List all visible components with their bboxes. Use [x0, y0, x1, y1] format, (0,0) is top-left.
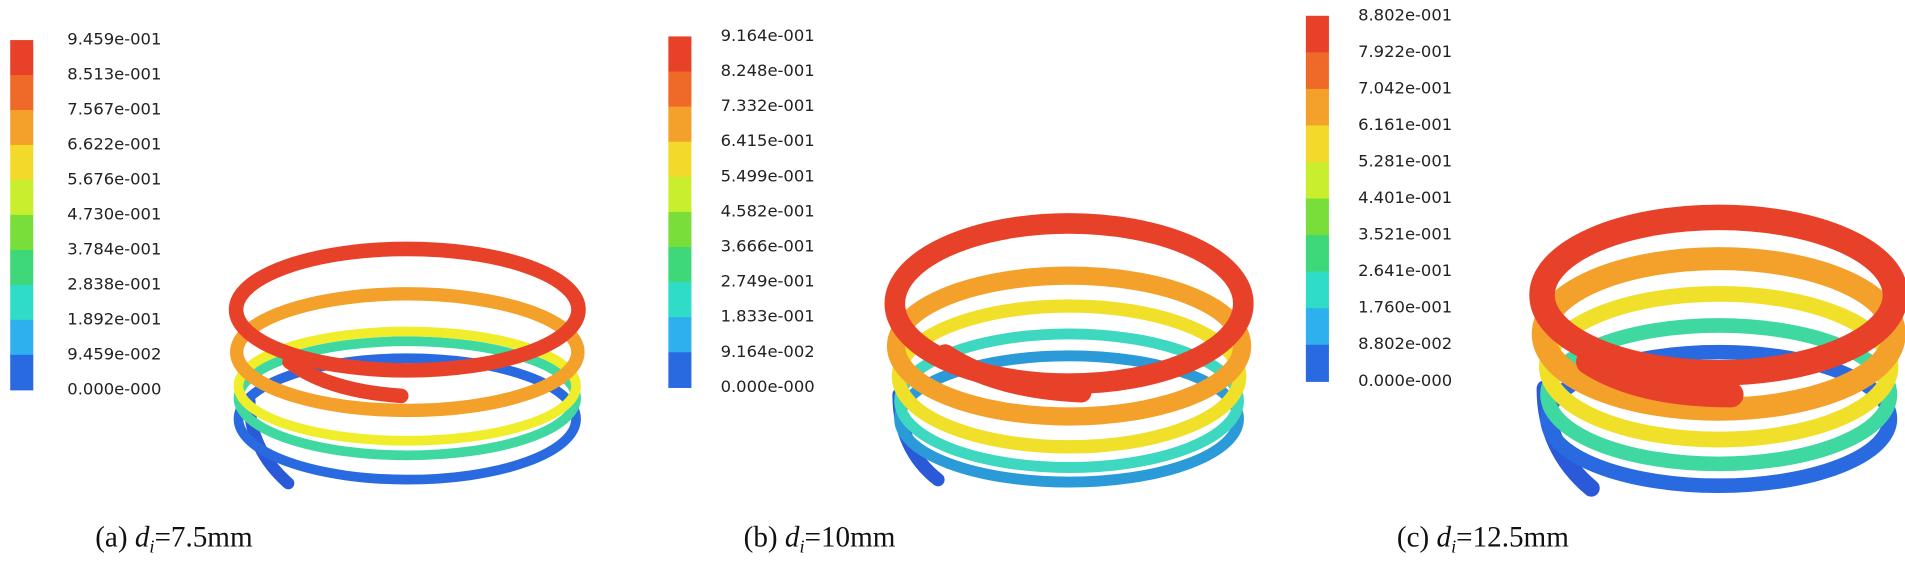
legend-label: 9.164e-002 — [721, 342, 815, 361]
caption-prefix: (c) — [1397, 521, 1429, 553]
coil-ring — [1529, 204, 1905, 386]
legend-label: 1.892e-001 — [67, 309, 161, 328]
legend-label: 5.676e-001 — [67, 169, 161, 188]
colorbar-segment — [1305, 198, 1329, 236]
colorbar-segment — [1305, 15, 1329, 53]
coil-ring — [891, 299, 1247, 454]
colorbar-segment — [668, 71, 692, 108]
panel: 8.802e-001 7.922e-001 7.042e-001 6.161e-001… — [1305, 5, 1905, 557]
legend-label: 7.332e-001 — [721, 96, 815, 115]
colorbar-segment — [1305, 125, 1329, 163]
panel: 9.164e-001 8.248e-001 7.332e-001 6.415e-001… — [668, 26, 1254, 557]
colorbar-segment — [668, 317, 692, 353]
colorbar-segment — [1305, 271, 1329, 309]
colorbar-segment — [668, 352, 692, 388]
legend-label: 3.521e-001 — [1358, 225, 1452, 244]
legend-label: 1.833e-001 — [721, 307, 815, 326]
legend-label: 0.000e-000 — [1358, 371, 1452, 390]
colorbar-segment — [1305, 235, 1329, 273]
colorbar-segment — [10, 284, 34, 321]
coil-end — [1576, 349, 1744, 408]
coil-ring — [1540, 344, 1898, 493]
colorbar-segment — [668, 211, 692, 248]
caption-prefix: (b) — [744, 521, 778, 553]
caption-value: =12.5mm — [1456, 521, 1569, 553]
colorbar-segment — [10, 319, 34, 356]
colorbar-segment — [10, 179, 34, 216]
legend-label: 7.567e-001 — [67, 100, 161, 119]
coil-ring — [894, 328, 1244, 473]
colorbar-segment — [668, 282, 692, 318]
legend-label: 1.760e-001 — [1358, 298, 1452, 317]
colorbar-segment — [668, 141, 692, 178]
colorbar-segment — [10, 40, 34, 76]
colorbar-segment — [668, 246, 692, 283]
legend-label: 4.582e-001 — [721, 201, 815, 220]
caption-value: =10mm — [805, 521, 896, 553]
caption-subscript: i — [149, 537, 154, 557]
colorbar-segment — [10, 75, 34, 111]
caption-variable: d — [1437, 521, 1452, 553]
legend-label: 9.459e-001 — [67, 30, 161, 49]
legend-label: 2.641e-001 — [1358, 261, 1452, 280]
colorbar-segment — [1305, 344, 1329, 382]
colorbar-segment — [10, 144, 34, 181]
caption-variable: d — [135, 521, 150, 553]
caption: (c) di=12.5mm — [1397, 521, 1569, 556]
caption: (b) di=10mm — [744, 521, 896, 556]
legend-label: 5.499e-001 — [721, 166, 815, 185]
legend-label: 2.749e-001 — [721, 272, 815, 291]
legend-label: 5.281e-001 — [1358, 151, 1452, 170]
coil-ring — [233, 326, 581, 446]
colorbar-segment — [10, 214, 34, 251]
coil-ring — [229, 287, 585, 418]
caption-variable: d — [785, 521, 800, 553]
legend-label: 8.802e-002 — [1358, 334, 1452, 353]
legend-label: 9.459e-002 — [67, 344, 161, 363]
legend-label: 6.622e-001 — [67, 134, 161, 153]
colorbar-segment — [10, 249, 34, 286]
coil-end — [282, 354, 409, 404]
caption: (a) di=7.5mm — [95, 521, 253, 556]
legend-label: 0.000e-000 — [67, 379, 161, 398]
coil-ring — [886, 266, 1252, 426]
colorbar-segment — [1305, 88, 1329, 127]
colorbar-segment — [1305, 308, 1329, 346]
colorbar-segment — [668, 176, 692, 213]
caption-prefix: (a) — [95, 521, 127, 553]
colorbar-segment — [668, 106, 692, 143]
legend-label: 8.802e-001 — [1358, 5, 1452, 24]
legend-label: 4.730e-001 — [67, 204, 161, 223]
legend-label: 9.164e-001 — [721, 26, 815, 45]
colorbar-segment — [1305, 52, 1329, 90]
coil-ring — [1540, 318, 1898, 472]
panel: 9.459e-001 8.513e-001 7.567e-001 6.622e-001… — [10, 30, 586, 557]
coil-ring — [233, 353, 581, 485]
legend-label: 6.161e-001 — [1358, 115, 1452, 134]
coil-ring — [1531, 247, 1905, 421]
colorbar-segment — [1305, 161, 1329, 200]
caption-subscript: i — [1451, 537, 1456, 557]
colorbar-segment — [668, 36, 692, 73]
coil-end — [934, 344, 1092, 403]
caption-value: =7.5mm — [154, 521, 252, 553]
coil-ring — [228, 241, 586, 378]
legend-label: 8.248e-001 — [721, 61, 815, 80]
colorbar-segment — [10, 110, 34, 146]
legend-label: 8.513e-001 — [67, 65, 161, 84]
legend-label: 6.415e-001 — [721, 131, 815, 150]
legend-label: 7.922e-001 — [1358, 42, 1452, 61]
legend-label: 7.042e-001 — [1358, 78, 1452, 97]
legend-label: 4.401e-001 — [1358, 188, 1452, 207]
legend-label: 2.838e-001 — [67, 274, 161, 293]
legend-label: 3.666e-001 — [721, 236, 815, 255]
legend-label: 0.000e-000 — [721, 377, 815, 396]
legend-label: 3.784e-001 — [67, 239, 161, 258]
caption-subscript: i — [799, 537, 804, 557]
colorbar-segment — [10, 354, 34, 391]
